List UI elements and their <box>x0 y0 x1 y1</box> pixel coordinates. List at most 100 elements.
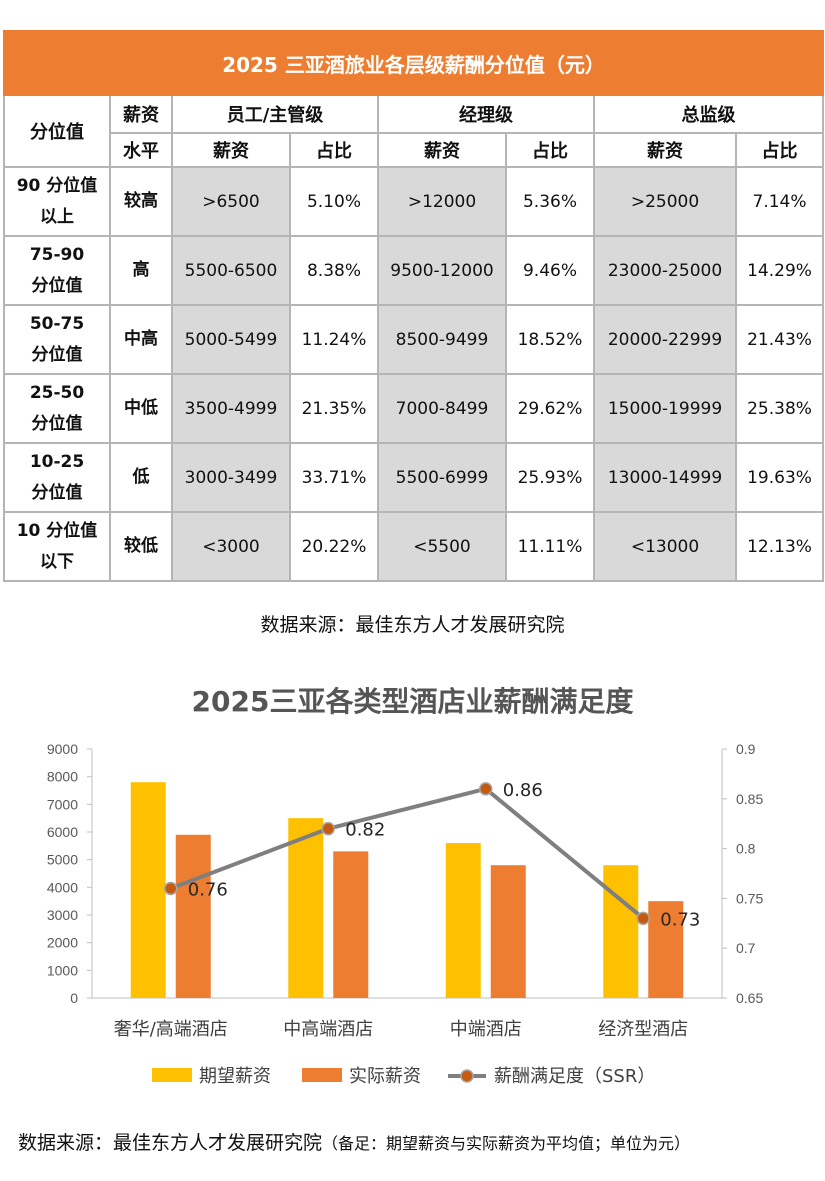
salary-range-cell: 7000-8499 <box>377 373 507 444</box>
left-axis-tick-label: 5000 <box>47 852 78 868</box>
percentile-label-line1: 10 分位值 <box>16 520 98 541</box>
chart-source-remark: （备足：期望薪资与实际薪资为平均值；单位为元） <box>322 1134 691 1153</box>
expected-salary-bar <box>445 843 481 998</box>
table-source-note: 数据来源：最佳东方人才发展研究院 <box>260 614 565 636</box>
left-axis-tick-label: 2000 <box>47 935 78 951</box>
percentile-label-line2: 分位值 <box>31 344 83 365</box>
group-header-director: 总监级 <box>592 94 825 134</box>
legend-expected-salary-swatch <box>152 1068 192 1082</box>
ratio-cell: 18.52% <box>505 304 595 375</box>
ratio-cell: 11.24% <box>289 304 379 375</box>
ssr-data-label: 0.76 <box>188 879 228 900</box>
salary-range-cell: <5500 <box>377 511 507 582</box>
table-row: 25-50 分位值 中低 3500-4999 21.35% 7000-8499 29.62%… <box>3 373 825 444</box>
percentile-header: 分位值 <box>3 94 111 168</box>
right-axis-tick-label: 0.8 <box>736 841 756 857</box>
actual-salary-bar <box>648 901 684 998</box>
right-axis-tick-label: 0.75 <box>736 890 763 906</box>
chart-source-main: 数据来源：最佳东方人才发展研究院 <box>18 1132 323 1154</box>
expected-salary-bar <box>603 865 639 998</box>
level-header-top: 薪资 <box>109 94 173 134</box>
legend-actual-salary-swatch <box>302 1068 342 1082</box>
salary-range-cell: 23000-25000 <box>593 235 737 306</box>
group-header-manager: 经理级 <box>377 94 595 134</box>
salary-range-cell: 5500-6500 <box>171 235 291 306</box>
ratio-cell: 21.43% <box>734 304 825 375</box>
ratio-header: 占比 <box>734 132 825 168</box>
percentile-label-line2: 分位值 <box>31 482 83 503</box>
salary-range-cell: <3000 <box>171 511 291 582</box>
salary-range-cell: 3000-3499 <box>171 442 291 513</box>
ratio-cell: 20.22% <box>289 511 379 582</box>
actual-salary-bar <box>490 865 526 998</box>
level-header-bottom: 水平 <box>109 132 173 168</box>
salary-range-cell: 13000-14999 <box>593 442 737 513</box>
actual-salary-bar <box>333 851 369 998</box>
percentile-cell: 90 分位值 以上 <box>3 166 111 237</box>
left-axis-tick-label: 8000 <box>47 769 78 785</box>
salary-range-cell: 8500-9499 <box>377 304 507 375</box>
category-label: 中高端酒店 <box>283 1019 373 1040</box>
salary-range-cell: 3500-4999 <box>171 373 291 444</box>
salary-range-cell: >12000 <box>377 166 507 237</box>
percentile-label-line1: 50-75 <box>29 313 85 334</box>
salary-range-cell: >25000 <box>593 166 737 237</box>
legend-expected-salary-label: 期望薪资 <box>199 1066 271 1087</box>
table-row: 10 分位值 以下 较低 <3000 20.22% <5500 11.11% <13000 12… <box>3 511 825 582</box>
ratio-cell: 33.71% <box>289 442 379 513</box>
expected-salary-bar <box>288 818 324 998</box>
ratio-cell: 12.13% <box>734 511 825 582</box>
salary-range-cell: >6500 <box>171 166 291 237</box>
ratio-header: 占比 <box>289 132 379 168</box>
percentile-cell: 50-75 分位值 <box>3 304 111 375</box>
percentile-label-line2: 分位值 <box>31 275 83 296</box>
percentile-label-line1: 90 分位值 <box>16 175 98 196</box>
salary-level-cell: 中高 <box>109 304 173 375</box>
chart-title: 2025三亚各类型酒店业薪酬满足度 <box>191 685 634 718</box>
ratio-cell: 9.46% <box>505 235 595 306</box>
left-axis-tick-label: 7000 <box>47 796 78 812</box>
salary-level-cell: 高 <box>109 235 173 306</box>
salary-level-cell: 较低 <box>109 511 173 582</box>
legend-ssr-label: 薪酬满足度（SSR） <box>494 1066 655 1087</box>
ratio-cell: 29.62% <box>505 373 595 444</box>
salary-level-cell: 低 <box>109 442 173 513</box>
ssr-point <box>164 881 178 896</box>
ssr-data-label: 0.73 <box>660 909 700 930</box>
salary-range-cell: 9500-12000 <box>377 235 507 306</box>
salary-range-cell: 5500-6999 <box>377 442 507 513</box>
salary-header: 薪资 <box>377 132 507 168</box>
right-axis-tick-label: 0.7 <box>736 940 756 956</box>
left-axis-tick-label: 4000 <box>47 879 78 895</box>
group-header-staff: 员工/主管级 <box>171 94 379 134</box>
ssr-point <box>479 782 493 796</box>
salary-level-cell: 较高 <box>109 166 173 237</box>
ratio-cell: 5.36% <box>505 166 595 237</box>
left-axis-tick-label: 0 <box>70 990 78 1006</box>
table-row: 50-75 分位值 中高 5000-5499 11.24% 8500-9499 18.52%… <box>3 304 825 375</box>
salary-header: 薪资 <box>171 132 291 168</box>
table-row: 10-25 分位值低 3000-3499 33.71% 5500-6999 25.93% 1… <box>3 442 825 513</box>
ratio-cell: 25.93% <box>505 442 595 513</box>
percentile-label-line1: 25-50 <box>29 382 85 403</box>
ratio-cell: 7.14% <box>734 166 825 237</box>
ratio-cell: 8.38% <box>289 235 379 306</box>
ssr-line <box>170 786 645 920</box>
ratio-header: 占比 <box>505 132 595 168</box>
ratio-cell: 11.11% <box>505 511 595 582</box>
percentile-label-line1: 75-90 <box>29 244 85 265</box>
legend-ssr-swatch-marker <box>460 1069 474 1083</box>
ratio-cell: 19.63% <box>734 442 825 513</box>
ratio-cell: 14.29% <box>734 235 825 306</box>
right-axis-tick-label: 0.85 <box>736 791 763 807</box>
category-label: 中端酒店 <box>450 1019 522 1040</box>
expected-salary-bar <box>130 782 166 998</box>
percentile-label-line1: 10-25 <box>29 451 85 472</box>
ssr-data-label: 0.82 <box>345 820 385 841</box>
salary-satisfaction-chart: 0 1000 2000 3000 4000 5000 6000 7000 8000 9000 0.6… <box>47 741 764 1087</box>
salary-range-cell: 20000-22999 <box>593 304 737 375</box>
actual-salary-bar <box>175 834 211 998</box>
salary-range-cell: 5000-5499 <box>171 304 291 375</box>
ratio-cell: 5.10% <box>289 166 379 237</box>
percentile-cell: 10-25 分位值 <box>3 442 111 513</box>
